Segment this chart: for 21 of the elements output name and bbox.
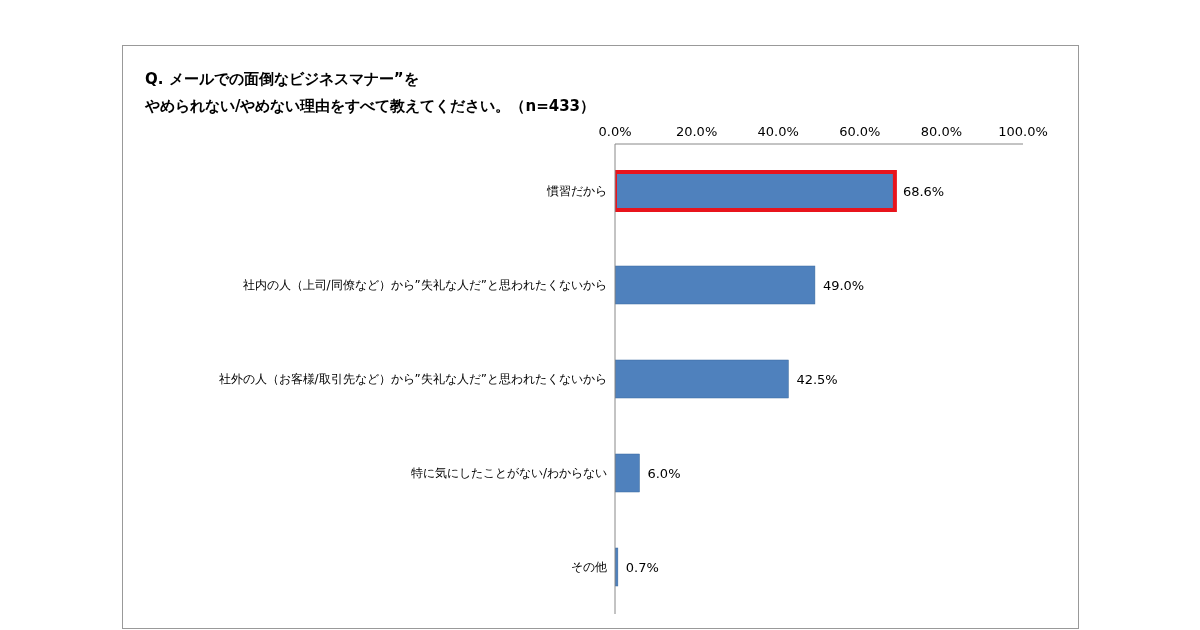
text: Q. メールでの面倒なビジネスマナー”をやめられない/やめない理由をすべて教えてください。（n=433） xyxy=(145,69,596,117)
bar xyxy=(615,359,789,399)
data-label: 0.7% xyxy=(625,559,659,575)
x-tick-label: 60.0% xyxy=(839,124,881,139)
y-tick-label: 特に気にしたことがない/わからない xyxy=(410,466,607,481)
data-label: 68.6% xyxy=(902,183,945,199)
y-tick-label: 慣習だから xyxy=(546,184,607,199)
y-tick-label: 社外の人（お客様/取引先など）から”失礼な人だ”と思われたくないから xyxy=(218,372,607,387)
x-tick-label: 100.0% xyxy=(998,124,1048,139)
bar xyxy=(615,547,619,587)
data-label: 49.0% xyxy=(822,277,865,293)
x-tick-label: 40.0% xyxy=(757,124,799,139)
data-label: 42.5% xyxy=(796,371,838,387)
bar xyxy=(615,265,816,305)
data-label: 6.0% xyxy=(647,465,681,481)
x-tick-label: 20.0% xyxy=(675,124,718,139)
bar xyxy=(615,453,640,493)
x-tick-label: 80.0% xyxy=(920,124,963,139)
y-tick-label: その他 xyxy=(571,560,607,575)
y-tick-label: 社内の人（上司/同僚など）から”失礼な人だ”と思われたくないから xyxy=(242,278,607,293)
x-tick-label: 0.0% xyxy=(598,124,632,139)
